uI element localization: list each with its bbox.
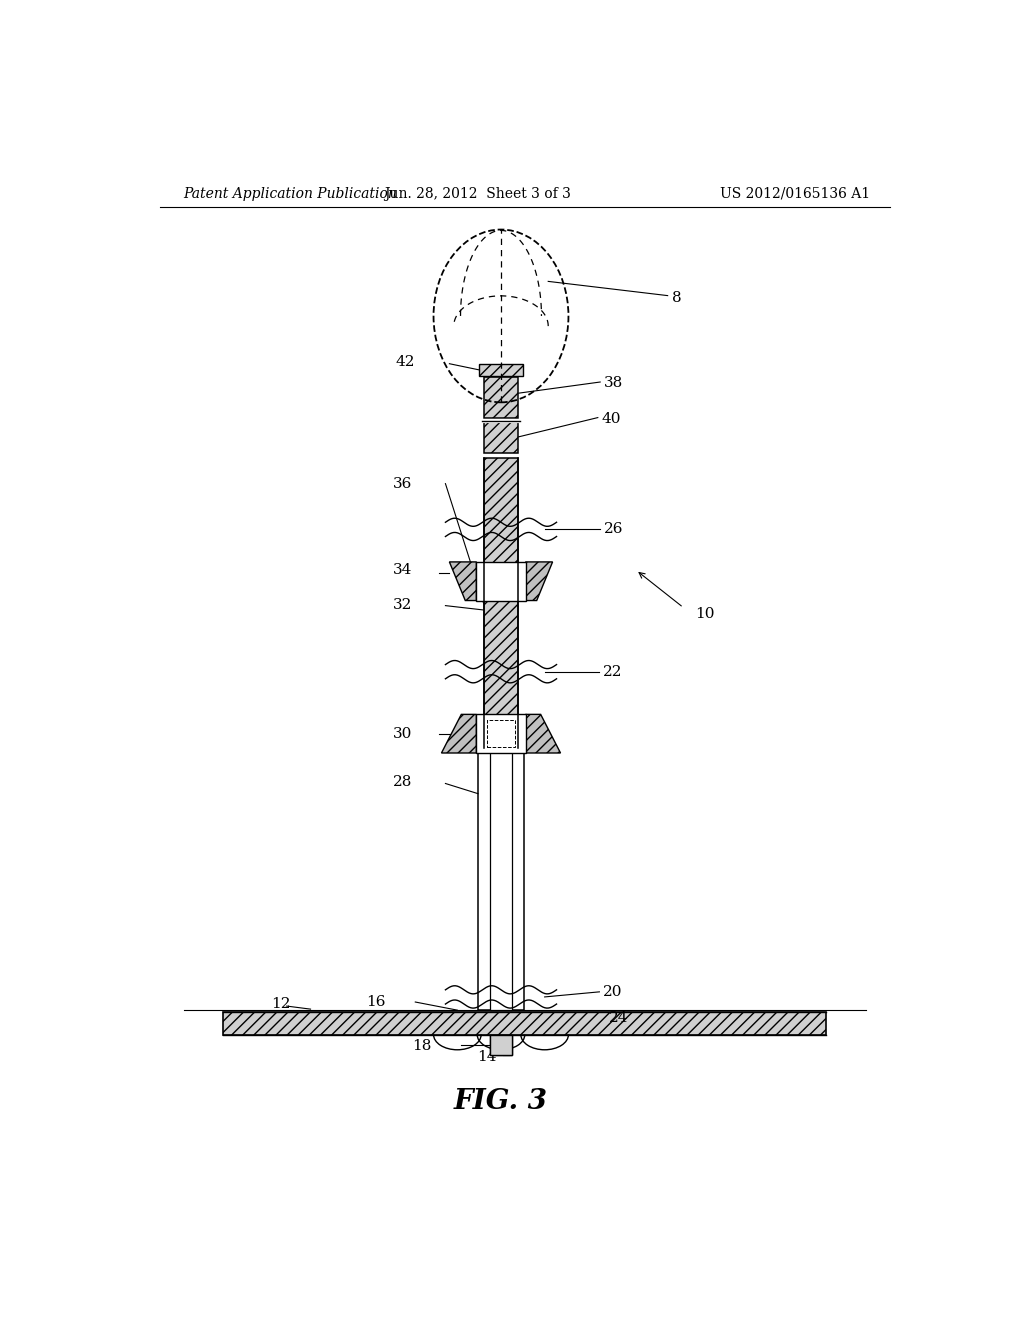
Bar bbox=[483, 378, 518, 417]
Text: Jun. 28, 2012  Sheet 3 of 3: Jun. 28, 2012 Sheet 3 of 3 bbox=[384, 187, 570, 201]
Text: 22: 22 bbox=[602, 665, 622, 678]
Bar bbox=[223, 1012, 826, 1035]
Text: 26: 26 bbox=[604, 523, 624, 536]
Bar bbox=[483, 421, 518, 453]
Text: 16: 16 bbox=[367, 995, 386, 1008]
Text: 30: 30 bbox=[393, 727, 412, 741]
Text: US 2012/0165136 A1: US 2012/0165136 A1 bbox=[720, 187, 869, 201]
Text: 28: 28 bbox=[393, 775, 412, 789]
Text: 18: 18 bbox=[412, 1039, 431, 1053]
Bar bbox=[489, 1035, 512, 1055]
Polygon shape bbox=[525, 714, 560, 752]
Polygon shape bbox=[450, 562, 476, 601]
Bar bbox=[478, 752, 524, 1010]
Text: 20: 20 bbox=[602, 985, 622, 999]
Bar bbox=[479, 364, 523, 376]
Bar bbox=[489, 1035, 512, 1055]
Text: 24: 24 bbox=[609, 1011, 629, 1026]
Text: 8: 8 bbox=[672, 290, 681, 305]
Bar bbox=[486, 721, 515, 747]
Text: FIG. 3: FIG. 3 bbox=[454, 1088, 548, 1115]
Text: 10: 10 bbox=[695, 607, 715, 620]
Text: Patent Application Publication: Patent Application Publication bbox=[183, 187, 397, 201]
Text: 42: 42 bbox=[396, 355, 416, 368]
Polygon shape bbox=[441, 714, 476, 752]
Text: 38: 38 bbox=[604, 376, 624, 389]
Text: 32: 32 bbox=[393, 598, 412, 611]
Polygon shape bbox=[525, 562, 553, 601]
Bar bbox=[476, 714, 525, 752]
Text: 40: 40 bbox=[602, 412, 622, 425]
Text: 14: 14 bbox=[477, 1049, 497, 1064]
Text: 34: 34 bbox=[393, 562, 412, 577]
Bar bbox=[476, 562, 525, 601]
Bar bbox=[483, 458, 518, 748]
Text: 36: 36 bbox=[393, 477, 412, 491]
Bar bbox=[489, 562, 512, 1010]
Text: 12: 12 bbox=[270, 997, 291, 1011]
